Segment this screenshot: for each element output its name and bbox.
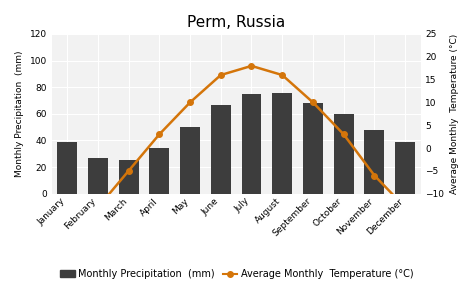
Legend: Monthly Precipitation  (mm), Average Monthly  Temperature (°C): Monthly Precipitation (mm), Average Mont…	[56, 265, 418, 283]
Bar	[88, 158, 108, 194]
Bar	[334, 114, 354, 194]
Bar	[211, 105, 231, 194]
Y-axis label: Average Monthly  Temperature (°C): Average Monthly Temperature (°C)	[450, 34, 459, 194]
Bar	[149, 149, 169, 194]
Bar	[365, 130, 384, 194]
Bar	[242, 94, 262, 194]
Bar	[395, 142, 415, 194]
Bar	[303, 103, 323, 194]
Bar	[57, 142, 77, 194]
Title: Perm, Russia: Perm, Russia	[187, 15, 285, 30]
Bar	[180, 127, 200, 194]
Bar	[118, 160, 138, 194]
Bar	[272, 92, 292, 194]
Y-axis label: Monthly Precipitation  (mm): Monthly Precipitation (mm)	[15, 51, 24, 177]
